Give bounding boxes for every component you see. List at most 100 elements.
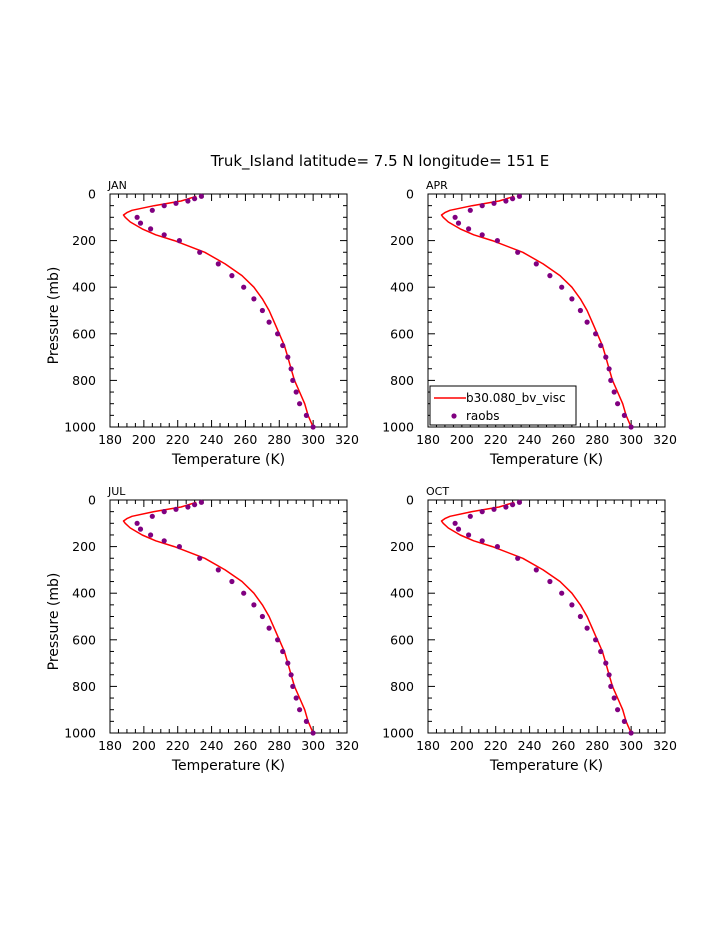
x-tick-label: 220 [484,738,508,753]
y-tick-label: 800 [72,373,96,388]
x-tick-label: 300 [619,432,643,447]
raobs-point [173,506,179,512]
raobs-point [603,660,609,666]
raobs-point [615,401,621,407]
raobs-point [615,707,621,713]
raobs-point [241,590,247,596]
y-tick-label: 1000 [382,726,414,741]
y-tick-label: 1000 [64,420,96,435]
raobs-point [310,730,316,736]
y-tick-label: 600 [72,326,96,341]
raobs-point [293,389,299,395]
x-tick-label: 180 [98,432,122,447]
raobs-point [161,232,167,238]
raobs-point [494,238,500,244]
raobs-point [503,504,509,510]
y-tick-label: 0 [406,493,414,508]
raobs-point [185,198,191,204]
raobs-point [479,232,485,238]
x-tick-label: 320 [653,738,677,753]
x-tick-label: 200 [450,738,474,753]
panel-label: OCT [426,485,449,498]
raobs-point [134,520,140,526]
model-series-line [122,501,314,734]
raobs-point [608,377,614,383]
raobs-point [288,672,294,678]
raobs-point [569,602,575,608]
raobs-point [297,401,303,407]
raobs-point [598,648,604,655]
panel-jan: JAN 180 200 220 240 260 280 300 320 0 200 400 600 800… [46,179,359,468]
raobs-point [280,648,286,655]
model-series-line [440,195,632,428]
raobs-point [452,520,458,526]
raobs-point [297,707,303,713]
raobs-point [310,424,316,430]
x-tick-label: 320 [653,432,677,447]
panel-label: APR [426,179,448,192]
x-tick-label: 180 [416,738,440,753]
raobs-point [628,424,634,430]
x-tick-label: 320 [335,738,359,753]
raobs-point [266,625,272,631]
raobs-point [533,261,539,267]
y-tick-label: 400 [72,280,96,295]
raobs-point [198,193,204,199]
raobs-point [229,578,235,585]
raobs-point [494,544,500,550]
raobs-point [198,499,204,505]
raobs-point [559,590,565,596]
y-axis-label: Pressure (mb) [46,573,62,671]
x-axis-label: Temperature (K) [171,452,285,468]
model-series-line [122,195,314,428]
raobs-point [134,214,140,220]
x-tick-label: 200 [450,432,474,447]
panel-label: JUL [107,485,126,498]
raobs-point [275,331,281,337]
y-tick-label: 200 [390,539,414,554]
y-axis-label: Pressure (mb) [46,267,62,365]
y-tick-label: 200 [72,539,96,554]
raobs-point [288,366,294,372]
raobs-point [547,578,553,585]
y-tick-label: 200 [390,233,414,248]
panel-jul: JUL 180 200 220 240 260 280 300 320 0 200 400 600 800… [46,485,359,774]
x-tick-label: 260 [233,432,257,447]
y-tick-label: 400 [72,586,96,601]
raobs-point [192,196,198,202]
raobs-point [137,526,144,532]
x-tick-label: 240 [518,432,542,447]
raobs-point [137,220,144,226]
y-tick-label: 600 [390,326,414,341]
raobs-point [290,377,296,383]
raobs-point [503,198,509,204]
raobs-point [185,504,191,510]
y-tick-label: 400 [390,586,414,601]
raobs-point [259,307,265,314]
raobs-point [285,660,291,666]
x-tick-label: 180 [416,432,440,447]
raobs-point [229,273,235,279]
x-axis-label: Temperature (K) [489,758,603,774]
y-tick-label: 600 [390,632,414,647]
raobs-point [515,249,521,255]
y-tick-label: 0 [88,493,96,508]
y-tick-label: 800 [72,679,96,694]
raobs-point [466,532,472,538]
raobs-point [577,307,584,314]
panel-oct: OCT 180 200 220 240 260 280 300 320 0 200 400 600 800… [382,485,677,774]
raobs-point [290,683,296,690]
raobs-point [215,567,221,573]
raobs-point [149,513,155,519]
raobs-point [606,672,612,678]
raobs-point [577,613,584,620]
x-tick-label: 240 [200,738,224,753]
raobs-point [598,342,604,349]
raobs-point [173,200,179,206]
y-tick-label: 800 [390,373,414,388]
raobs-point [608,683,614,690]
raobs-point [515,555,521,561]
y-tick-label: 800 [390,679,414,694]
raobs-point [611,695,617,701]
